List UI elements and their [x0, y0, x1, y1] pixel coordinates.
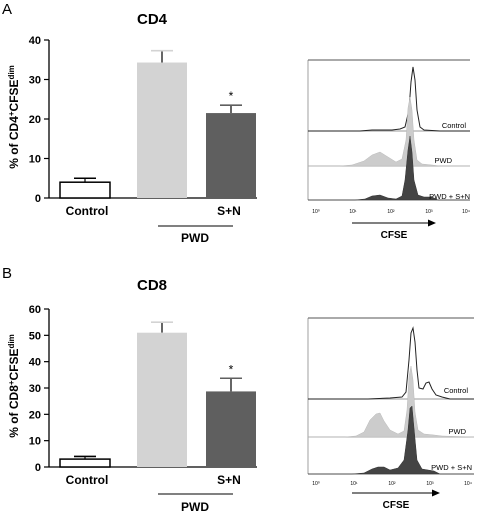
- category-label: S+N: [217, 204, 241, 218]
- panel-letter: A: [2, 1, 12, 18]
- y-label-part: CFSE: [7, 348, 21, 380]
- significance-marker: *: [229, 362, 234, 376]
- bar: [206, 113, 256, 198]
- chart-title: CD8: [137, 277, 167, 294]
- histogram-x-tick: 10²: [387, 209, 395, 215]
- y-tick-label: 0: [35, 193, 41, 205]
- significance-marker: *: [229, 89, 234, 103]
- histogram-control-curve: [308, 66, 470, 132]
- y-tick-label: 10: [29, 436, 41, 448]
- histogram-x-ticks: 10⁰ 10¹ 10² 10³ 10⁴: [312, 209, 470, 215]
- cfse-histogram: Control PWD PWD + S+N 10⁰ 10¹ 10² 10³ 10…: [307, 59, 470, 241]
- y-label-sup: dim: [7, 334, 16, 348]
- histogram-pwd-area: [308, 96, 470, 167]
- y-tick-label: 20: [29, 409, 41, 421]
- y-axis-label: % of CD8+CFSEdim: [7, 334, 22, 438]
- y-tick-label: 0: [35, 462, 41, 474]
- histogram-row-label: Control: [442, 121, 467, 130]
- y-tick-label: 30: [29, 383, 41, 395]
- histogram-row-label: PWD + S+N: [429, 192, 470, 201]
- bars: *: [59, 49, 256, 199]
- histogram-x-tick: 10⁰: [312, 209, 320, 215]
- histogram-row-label: PWD: [435, 156, 453, 165]
- y-label-sup: +: [7, 111, 16, 116]
- bar: [137, 332, 187, 467]
- histogram-row-label: PWD: [449, 427, 467, 436]
- y-tick-label: 20: [29, 114, 41, 126]
- category-labels: Control S+N: [66, 204, 241, 218]
- histogram-x-label: CFSE: [383, 500, 410, 511]
- category-label: Control: [66, 473, 109, 487]
- bars: *: [59, 321, 256, 468]
- category-labels: Control S+N: [66, 473, 241, 487]
- histogram-x-tick: 10³: [425, 209, 433, 215]
- y-axis-label: % of CD4+CFSEdim: [7, 65, 22, 169]
- histogram-x-ticks: 10⁰ 10¹ 10² 10³ 10⁴: [312, 481, 472, 487]
- histogram-pwd-area: [308, 365, 475, 438]
- y-tick-label: 40: [29, 35, 41, 47]
- bar: [59, 458, 111, 468]
- histogram-control-curve: [308, 326, 474, 400]
- histogram-x-tick: 10⁴: [464, 481, 472, 487]
- cfse-arrow-head: [432, 489, 440, 497]
- group-label: PWD: [181, 500, 209, 514]
- histogram-x-tick: 10⁴: [462, 209, 470, 215]
- y-label-sup: dim: [7, 65, 16, 79]
- y-ticks: 0 10 20 30 40: [29, 35, 49, 205]
- cfse-arrow-head: [428, 219, 436, 227]
- bar-chart: CD8 % of CD8+CFSEdim 0 10 20 30 40 50 60 * Con…: [7, 277, 257, 514]
- panel-letter: B: [2, 265, 12, 282]
- histogram-pwd-sn-area: [308, 405, 474, 475]
- bar: [206, 391, 256, 467]
- histogram-x-label: CFSE: [381, 230, 408, 241]
- group-label: PWD: [181, 231, 209, 245]
- category-label: S+N: [217, 473, 241, 487]
- y-label-part: % of CD4: [7, 116, 21, 169]
- bar-chart: CD4 % of CD4+CFSEdim 0 10 20 30 40 * Control…: [7, 11, 257, 245]
- histogram-row-label: Control: [444, 386, 469, 395]
- histogram-row-label: PWD + S+N: [431, 463, 472, 472]
- cfse-histogram: Control PWD PWD + S+N 10⁰ 10¹ 10² 10³ 10…: [307, 317, 475, 511]
- histogram-x-tick: 10²: [388, 481, 396, 487]
- y-tick-label: 60: [29, 304, 41, 316]
- y-label-part: % of CD8: [7, 385, 21, 438]
- y-tick-label: 30: [29, 75, 41, 87]
- y-label-part: CFSE: [7, 79, 21, 111]
- y-ticks: 0 10 20 30 40 50 60: [29, 304, 49, 474]
- bar: [59, 181, 111, 199]
- category-label: Control: [66, 204, 109, 218]
- y-tick-label: 50: [29, 330, 41, 342]
- bar: [137, 62, 187, 198]
- y-tick-label: 40: [29, 357, 41, 369]
- y-tick-label: 10: [29, 154, 41, 166]
- histogram-pwd-sn-area: [308, 135, 470, 201]
- histogram-x-tick: 10⁰: [312, 481, 320, 487]
- y-label-sup: +: [7, 380, 16, 385]
- histogram-x-tick: 10³: [426, 481, 434, 487]
- histogram-x-tick: 10¹: [349, 209, 357, 215]
- histogram-x-tick: 10¹: [350, 481, 358, 487]
- chart-title: CD4: [137, 11, 168, 28]
